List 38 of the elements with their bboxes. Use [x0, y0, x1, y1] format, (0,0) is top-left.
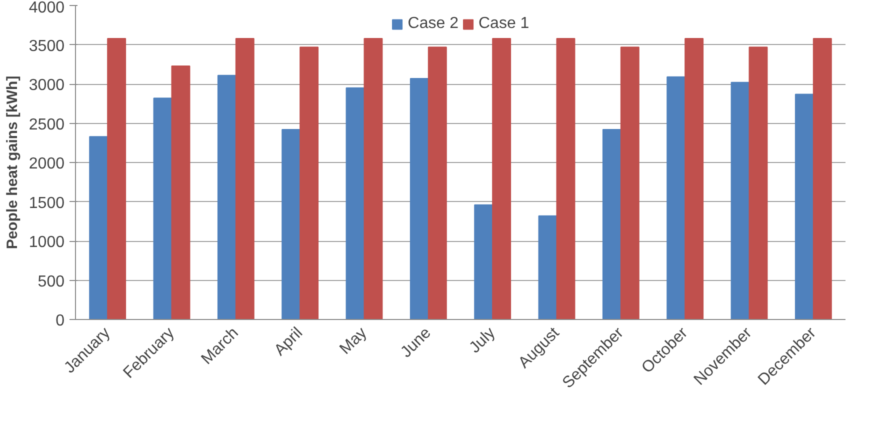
bar: [794, 94, 814, 320]
y-axis-title: People heat gains [kWh]: [4, 76, 21, 250]
legend-label: Case 2: [408, 15, 458, 33]
bar: [107, 38, 126, 320]
bar: [492, 38, 512, 320]
y-tick-label: 1000: [28, 234, 65, 251]
bar: [153, 98, 172, 320]
bar: [364, 38, 383, 320]
y-tick-label: 4000: [28, 0, 65, 16]
bar: [556, 38, 576, 320]
y-tick-label: 0: [56, 312, 65, 330]
x-tick-label: July: [466, 324, 499, 357]
bar: [171, 65, 190, 320]
bar: [538, 215, 558, 320]
y-tick-label: 500: [38, 273, 65, 290]
bar: [217, 74, 236, 320]
bar: [300, 46, 319, 320]
legend-label: Case 1: [478, 15, 530, 33]
bar: [602, 129, 622, 320]
bar: [235, 38, 254, 320]
y-tick-label: 1500: [28, 194, 65, 212]
bar: [410, 78, 429, 320]
x-tick-label: May: [336, 324, 370, 358]
bar: [812, 38, 832, 320]
bar: [730, 82, 750, 320]
bar: [346, 87, 365, 320]
y-tick-label: 2500: [28, 116, 65, 134]
bar: [684, 38, 704, 320]
bar: [282, 129, 301, 320]
bar: [748, 46, 768, 320]
y-tick-label: 3500: [28, 38, 65, 55]
y-tick-label: 2000: [28, 156, 65, 172]
bar: [666, 76, 686, 320]
bar: [89, 136, 108, 320]
bar: [428, 46, 447, 320]
bar: [474, 204, 494, 320]
y-tick-label: 3000: [28, 77, 65, 94]
bar: [620, 46, 640, 320]
